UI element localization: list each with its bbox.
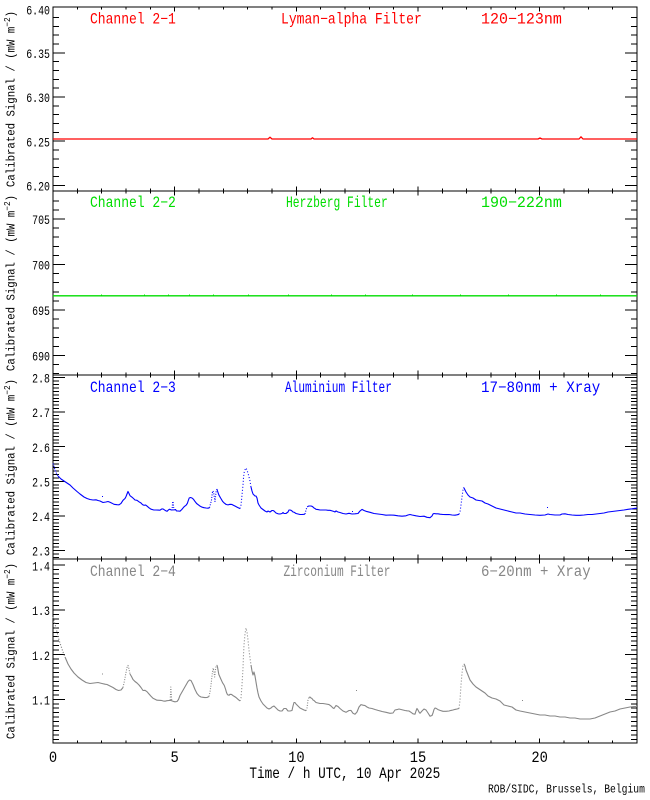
- svg-text:Time / h UTC, 10 Apr 2025: Time / h UTC, 10 Apr 2025: [249, 766, 440, 783]
- svg-text:ROB/SIDC, Brussels, Belgium: ROB/SIDC, Brussels, Belgium: [488, 783, 645, 796]
- svg-text:6−20nm + Xray: 6−20nm + Xray: [481, 564, 591, 581]
- svg-text:10: 10: [288, 750, 305, 767]
- svg-text:Lyman−alpha Filter: Lyman−alpha Filter: [281, 12, 422, 29]
- svg-text:2.3: 2.3: [32, 547, 50, 560]
- svg-text:17−80nm + Xray: 17−80nm + Xray: [481, 380, 600, 397]
- svg-text:1.2: 1.2: [32, 651, 50, 664]
- svg-text:Calibrated Signal / (mW m−2): Calibrated Signal / (mW m−2): [3, 11, 19, 187]
- svg-text:15: 15: [410, 750, 427, 767]
- svg-text:Calibrated Signal / (mW m−2): Calibrated Signal / (mW m−2): [3, 379, 19, 555]
- svg-text:Calibrated Signal / (mW m−2): Calibrated Signal / (mW m−2): [3, 195, 19, 371]
- svg-text:190−222nm: 190−222nm: [481, 194, 562, 212]
- svg-text:1.1: 1.1: [32, 696, 50, 709]
- svg-text:Channel 2−4: Channel 2−4: [90, 564, 176, 581]
- svg-text:705: 705: [32, 215, 50, 228]
- svg-text:2.8: 2.8: [32, 374, 50, 387]
- svg-text:120−123nm: 120−123nm: [481, 10, 562, 28]
- svg-text:700: 700: [32, 261, 50, 274]
- svg-text:2.5: 2.5: [32, 477, 50, 490]
- svg-text:Calibrated Signal / (mW m−2): Calibrated Signal / (mW m−2): [3, 563, 19, 739]
- svg-text:Herzberg Filter: Herzberg Filter: [286, 196, 388, 213]
- svg-text:Zirconium Filter: Zirconium Filter: [284, 564, 391, 581]
- svg-text:1.3: 1.3: [32, 606, 50, 619]
- svg-text:Channel 2−3: Channel 2−3: [90, 380, 176, 397]
- svg-text:6.40: 6.40: [26, 6, 50, 19]
- svg-text:690: 690: [32, 352, 50, 365]
- svg-text:6.35: 6.35: [26, 49, 50, 62]
- svg-text:Channel 2−1: Channel 2−1: [90, 12, 176, 29]
- svg-text:2.7: 2.7: [32, 408, 50, 421]
- svg-text:0: 0: [49, 750, 57, 767]
- svg-text:6.25: 6.25: [26, 137, 50, 150]
- svg-text:Channel 2−2: Channel 2−2: [90, 195, 176, 212]
- svg-text:20: 20: [531, 750, 548, 767]
- svg-text:2.4: 2.4: [32, 512, 50, 525]
- svg-text:5: 5: [171, 750, 179, 767]
- svg-text:Aluminium Filter: Aluminium Filter: [285, 380, 392, 397]
- svg-text:2.6: 2.6: [32, 443, 50, 456]
- svg-text:6.20: 6.20: [26, 182, 50, 195]
- svg-text:1.4: 1.4: [32, 561, 50, 574]
- svg-text:6.30: 6.30: [26, 93, 50, 106]
- svg-text:695: 695: [32, 306, 50, 319]
